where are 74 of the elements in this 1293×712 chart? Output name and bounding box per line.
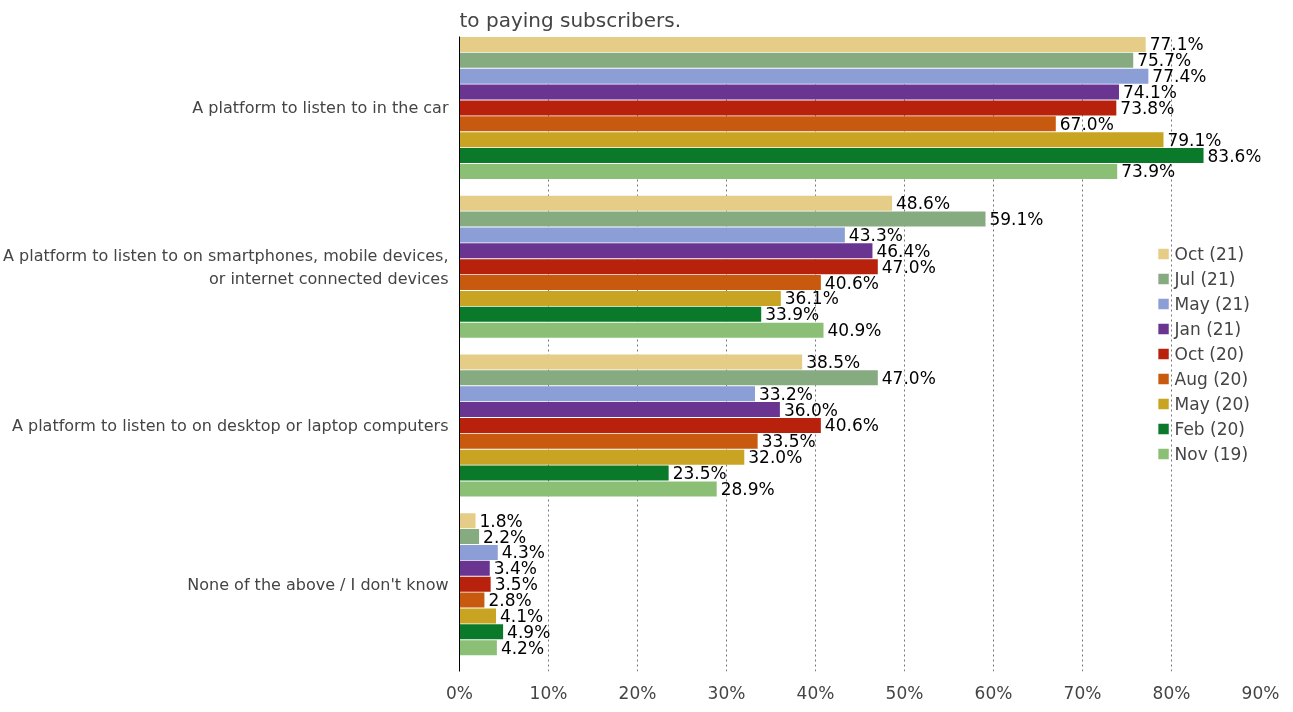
bar bbox=[459, 560, 490, 576]
bar bbox=[459, 465, 669, 481]
y-tick-label: None of the above / I don't know bbox=[187, 574, 449, 594]
x-tick-label: 90% bbox=[1241, 682, 1280, 703]
x-tick-label: 80% bbox=[1152, 682, 1191, 703]
bar bbox=[459, 449, 745, 465]
data-label: 47.0% bbox=[881, 367, 936, 388]
legend-label: Jul (21) bbox=[1174, 268, 1236, 289]
data-label: 40.9% bbox=[827, 320, 882, 341]
bar bbox=[459, 529, 480, 545]
x-tick-label: 60% bbox=[974, 682, 1013, 703]
data-label: 73.8% bbox=[1120, 97, 1175, 118]
data-label: 32.0% bbox=[748, 447, 803, 468]
bar bbox=[459, 132, 1164, 148]
bar bbox=[459, 36, 1146, 52]
data-label: 73.9% bbox=[1121, 161, 1176, 182]
bar bbox=[459, 116, 1056, 132]
legend-label: Aug (20) bbox=[1174, 368, 1249, 389]
x-tick-label: 40% bbox=[796, 682, 835, 703]
data-label: 38.5% bbox=[806, 351, 861, 372]
bar bbox=[459, 84, 1119, 100]
legend-label: Nov (19) bbox=[1174, 443, 1249, 464]
x-tick-label: 70% bbox=[1063, 682, 1102, 703]
bar bbox=[459, 592, 485, 608]
bar bbox=[459, 148, 1204, 164]
bar bbox=[459, 195, 893, 211]
bar bbox=[459, 68, 1149, 84]
legend-label: Jan (21) bbox=[1174, 318, 1242, 339]
bar bbox=[459, 211, 986, 227]
x-tick-label: 10% bbox=[529, 682, 568, 703]
y-tick-label: A platform to listen to in the car bbox=[192, 98, 449, 118]
bar bbox=[459, 100, 1117, 116]
bar bbox=[459, 259, 878, 275]
bar bbox=[459, 624, 504, 640]
bar bbox=[459, 290, 781, 306]
bar bbox=[459, 163, 1118, 179]
data-label: 28.9% bbox=[720, 478, 775, 499]
y-tick-label: A platform to listen to on desktop or laptop computers bbox=[11, 415, 449, 435]
data-label: 33.9% bbox=[765, 304, 820, 325]
legend-label: May (20) bbox=[1174, 393, 1250, 414]
data-label: 40.6% bbox=[824, 415, 879, 436]
bar bbox=[459, 243, 873, 259]
data-label: 33.2% bbox=[758, 383, 813, 404]
chart-title: to paying subscribers. bbox=[459, 7, 681, 32]
bar bbox=[459, 433, 758, 449]
bar bbox=[459, 227, 845, 243]
y-tick-label: A platform to listen to on smartphones, mobile devices, or internet connected devices bbox=[3, 245, 449, 288]
x-tick-label: 20% bbox=[618, 682, 657, 703]
bar bbox=[459, 481, 717, 497]
bar bbox=[459, 544, 498, 560]
data-label: 1.8% bbox=[479, 510, 523, 531]
bar bbox=[459, 608, 496, 624]
bar bbox=[459, 417, 821, 433]
bar bbox=[459, 322, 824, 338]
bar bbox=[459, 52, 1134, 68]
x-tick-label: 30% bbox=[707, 682, 746, 703]
data-label: 67.0% bbox=[1059, 113, 1114, 134]
legend-label: May (21) bbox=[1174, 293, 1250, 314]
x-tick-label: 50% bbox=[885, 682, 924, 703]
bar bbox=[459, 275, 821, 291]
x-tick-label: 0% bbox=[446, 682, 473, 703]
bar bbox=[459, 306, 762, 322]
bar bbox=[459, 576, 491, 592]
data-label: 59.1% bbox=[989, 209, 1044, 230]
bar bbox=[459, 370, 878, 386]
bar bbox=[459, 402, 780, 418]
legend-label: Oct (20) bbox=[1174, 343, 1245, 364]
legend-label: Oct (21) bbox=[1174, 243, 1245, 264]
bar bbox=[459, 640, 497, 656]
bar bbox=[459, 354, 803, 370]
legend-label: Feb (20) bbox=[1174, 418, 1245, 439]
data-label: 48.6% bbox=[896, 193, 951, 214]
bar bbox=[459, 513, 476, 529]
bar bbox=[459, 386, 755, 402]
